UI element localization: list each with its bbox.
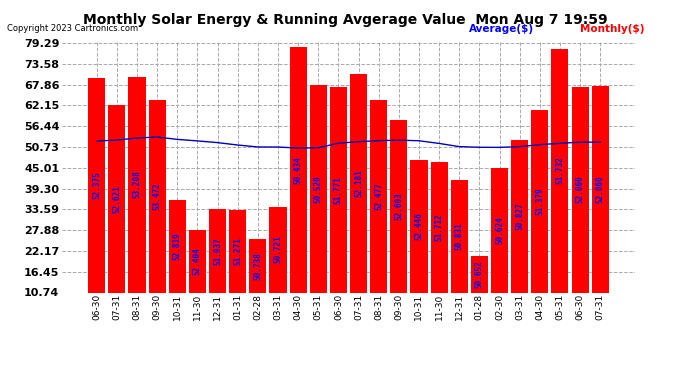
Bar [431,162,448,292]
Bar [391,120,407,292]
Bar [148,100,166,292]
Bar [350,74,367,292]
Text: 50.827: 50.827 [515,202,524,230]
Text: 52.375: 52.375 [92,171,101,199]
Text: 51.712: 51.712 [435,213,444,241]
Text: 50.738: 50.738 [253,252,262,279]
Text: 50.831: 50.831 [455,223,464,251]
Text: 52.819: 52.819 [172,232,181,260]
Text: Average($): Average($) [469,24,534,34]
Bar [269,207,286,292]
Bar [511,140,529,292]
Text: 52.181: 52.181 [354,170,363,197]
Bar [411,160,428,292]
Text: 51.771: 51.771 [334,176,343,204]
Text: 52.060: 52.060 [595,175,604,203]
Text: 50.721: 50.721 [273,236,282,264]
Bar [168,200,186,292]
Bar [370,99,387,292]
Text: 52.446: 52.446 [415,213,424,240]
Text: 51.732: 51.732 [555,157,564,184]
Bar [189,230,206,292]
Text: Monthly($): Monthly($) [580,24,644,34]
Bar [290,47,306,292]
Text: 52.404: 52.404 [193,247,202,275]
Text: 51.937: 51.937 [213,237,222,265]
Bar [591,86,609,292]
Bar [451,180,468,292]
Bar [330,87,347,292]
Bar [310,85,327,292]
Text: 50.434: 50.434 [294,156,303,184]
Text: 52.603: 52.603 [394,192,403,220]
Bar [571,87,589,292]
Bar [128,76,146,292]
Bar [551,49,569,292]
Text: 52.477: 52.477 [374,182,383,210]
Text: 50.520: 50.520 [314,175,323,203]
Bar [471,256,488,292]
Bar [209,209,226,292]
Bar [491,168,508,292]
Text: Copyright 2023 Cartronics.com: Copyright 2023 Cartronics.com [7,24,138,33]
Text: 51.379: 51.379 [535,188,544,215]
Text: 53.208: 53.208 [132,171,141,198]
Text: 52.060: 52.060 [575,176,584,203]
Bar [249,239,266,292]
Bar [531,110,549,292]
Bar [88,78,106,292]
Text: Monthly Solar Energy & Running Avgerage Value  Mon Aug 7 19:59: Monthly Solar Energy & Running Avgerage … [83,13,607,27]
Text: 53.472: 53.472 [152,182,161,210]
Text: 51.271: 51.271 [233,237,242,265]
Text: 50.652: 50.652 [475,260,484,288]
Bar [229,210,246,292]
Bar [108,105,126,292]
Text: 50.624: 50.624 [495,216,504,244]
Text: 52.621: 52.621 [112,185,121,213]
